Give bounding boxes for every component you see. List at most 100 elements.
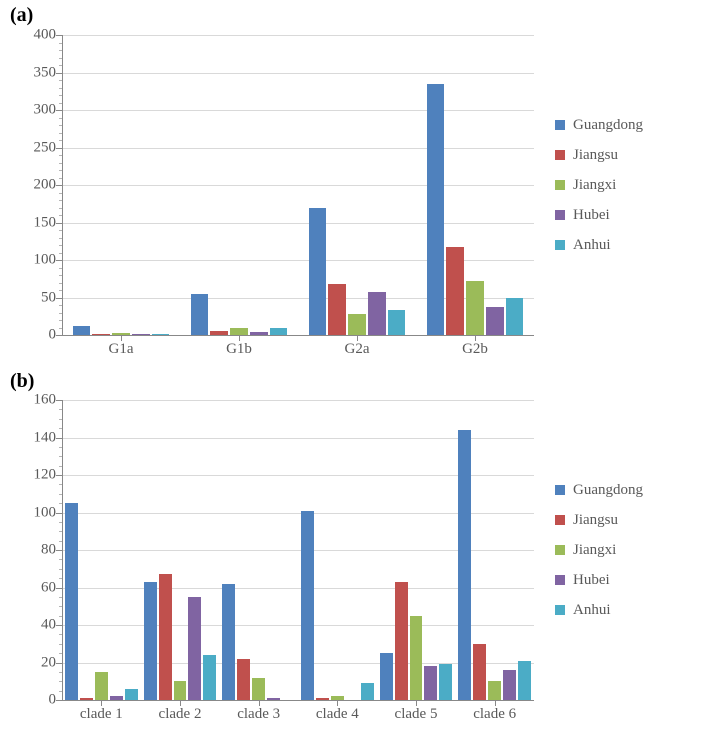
chart-a-legend: Guangdong Jiangsu Jiangxi Hubei Anhui: [555, 110, 643, 260]
chart-b-y-axis: [62, 400, 63, 700]
chart-a-bar-anhui: [506, 298, 524, 336]
chart-a-legend-swatch-jiangsu: [555, 150, 565, 160]
chart-b-bar-guangdong: [144, 582, 157, 700]
chart-b-bar-jiangsu: [80, 698, 93, 700]
chart-a-y-tick-label: 400: [34, 27, 63, 44]
chart-b-bar-jiangxi: [95, 672, 108, 700]
chart-b-bar-jiangxi: [174, 681, 187, 700]
chart-b-bar-anhui: [125, 689, 138, 700]
chart-b-x-tick: [259, 700, 260, 706]
chart-b-y-tick-label: 60: [41, 579, 62, 596]
chart-b-bar-jiangsu: [395, 582, 408, 700]
chart-a-y-axis: [62, 35, 63, 335]
chart-b-legend-swatch-anhui: [555, 605, 565, 615]
chart-b-bar-guangdong: [65, 503, 78, 700]
chart-a-y-tick-label: 350: [34, 64, 63, 81]
chart-a-gridline: [62, 148, 534, 149]
chart-b-bar-anhui: [439, 664, 452, 700]
chart-a-bar-guangdong: [427, 84, 445, 335]
chart-a-bar-jiangsu: [446, 247, 464, 336]
chart-a-legend-label-jiangsu: Jiangsu: [573, 147, 618, 164]
chart-a-bar-hubei: [132, 334, 150, 336]
chart-a-legend-swatch-jiangxi: [555, 180, 565, 190]
chart-a-legend-swatch-hubei: [555, 210, 565, 220]
chart-b-bar-anhui: [518, 661, 531, 700]
chart-b-y-tick-label: 140: [34, 429, 63, 446]
chart-a-bar-guangdong: [73, 326, 91, 335]
chart-a-legend-item-jiangxi: Jiangxi: [555, 170, 643, 200]
chart-a-y-tick-label: 50: [41, 289, 62, 306]
chart-a-legend-label-guangdong: Guangdong: [573, 117, 643, 134]
chart-a-gridline: [62, 185, 534, 186]
panel-b-label: (b): [10, 370, 34, 393]
chart-a-bar-jiangxi: [466, 281, 484, 335]
chart-a-y-tick-label: 100: [34, 252, 63, 269]
chart-a-legend-swatch-anhui: [555, 240, 565, 250]
chart-b-legend-label-guangdong: Guangdong: [573, 482, 643, 499]
chart-b-y-tick-label: 80: [41, 542, 62, 559]
chart-b-bar-jiangsu: [316, 698, 329, 700]
chart-b-y-tick-label: 0: [49, 692, 63, 709]
chart-a-bar-jiangxi: [112, 333, 130, 335]
chart-b-bar-jiangsu: [237, 659, 250, 700]
chart-b-y-tick-label: 120: [34, 467, 63, 484]
chart-b-y-tick-label: 100: [34, 504, 63, 521]
chart-a-bar-guangdong: [309, 208, 327, 336]
chart-a-legend-item-jiangsu: Jiangsu: [555, 140, 643, 170]
chart-b-bar-guangdong: [301, 511, 314, 700]
chart-b-bar-hubei: [267, 698, 280, 700]
chart-b-legend-label-anhui: Anhui: [573, 602, 611, 619]
chart-a-legend-label-hubei: Hubei: [573, 207, 610, 224]
chart-b-legend-item-guangdong: Guangdong: [555, 475, 643, 505]
chart-b-x-tick: [337, 700, 338, 706]
chart-b-bar-hubei: [503, 670, 516, 700]
chart-a-plot-area: 050100150200250300350400G1aG1bG2aG2b: [62, 35, 534, 335]
chart-a-y-tick-label: 150: [34, 214, 63, 231]
chart-b-legend-item-jiangsu: Jiangsu: [555, 505, 643, 535]
chart-a-bar-hubei: [368, 292, 386, 336]
chart-b-x-tick: [416, 700, 417, 706]
chart-b-bar-guangdong: [380, 653, 393, 700]
chart-a-bar-jiangxi: [230, 328, 248, 336]
chart-a-legend-label-anhui: Anhui: [573, 237, 611, 254]
chart-a-gridline: [62, 110, 534, 111]
chart-a-legend-swatch-guangdong: [555, 120, 565, 130]
chart-b-legend-swatch-guangdong: [555, 485, 565, 495]
chart-a-x-tick: [239, 335, 240, 341]
chart-b-legend-swatch-hubei: [555, 575, 565, 585]
chart-b-legend-item-jiangxi: Jiangxi: [555, 535, 643, 565]
chart-a-y-tick-label: 200: [34, 177, 63, 194]
chart-b-legend-item-hubei: Hubei: [555, 565, 643, 595]
chart-b-bar-guangdong: [222, 584, 235, 700]
chart-a-bar-anhui: [270, 328, 288, 336]
chart-b-bar-hubei: [424, 666, 437, 700]
chart-b-legend-item-anhui: Anhui: [555, 595, 643, 625]
chart-b-legend: Guangdong Jiangsu Jiangxi Hubei Anhui: [555, 475, 643, 625]
chart-b-legend-label-jiangsu: Jiangsu: [573, 512, 618, 529]
chart-b-plot-area: 020406080100120140160clade 1clade 2clade…: [62, 400, 534, 700]
chart-a-bar-jiangsu: [328, 284, 346, 335]
chart-b-gridline: [62, 400, 534, 401]
panel-a-label: (a): [10, 4, 33, 27]
chart-a-bar-guangdong: [191, 294, 209, 335]
chart-b-y-tick-label: 40: [41, 617, 62, 634]
chart-b-bar-hubei: [110, 696, 123, 700]
chart-b-bar-anhui: [203, 655, 216, 700]
chart-b-bar-guangdong: [458, 430, 471, 700]
chart-a-bar-jiangsu: [210, 331, 228, 335]
figure: (a) 050100150200250300350400G1aG1bG2aG2b…: [0, 0, 709, 742]
chart-a-bar-jiangsu: [92, 334, 110, 336]
chart-a-bar-hubei: [250, 332, 268, 335]
chart-b-legend-label-jiangxi: Jiangxi: [573, 542, 616, 559]
chart-b-legend-swatch-jiangsu: [555, 515, 565, 525]
chart-a-legend-item-anhui: Anhui: [555, 230, 643, 260]
chart-a-bar-anhui: [152, 334, 170, 336]
chart-b-bar-jiangxi: [252, 678, 265, 701]
chart-a-gridline: [62, 35, 534, 36]
chart-b-legend-swatch-jiangxi: [555, 545, 565, 555]
chart-b-x-tick: [101, 700, 102, 706]
chart-b-bar-hubei: [188, 597, 201, 700]
chart-b-bar-jiangxi: [488, 681, 501, 700]
chart-a-y-tick-label: 250: [34, 139, 63, 156]
chart-a-bar-jiangxi: [348, 314, 366, 335]
